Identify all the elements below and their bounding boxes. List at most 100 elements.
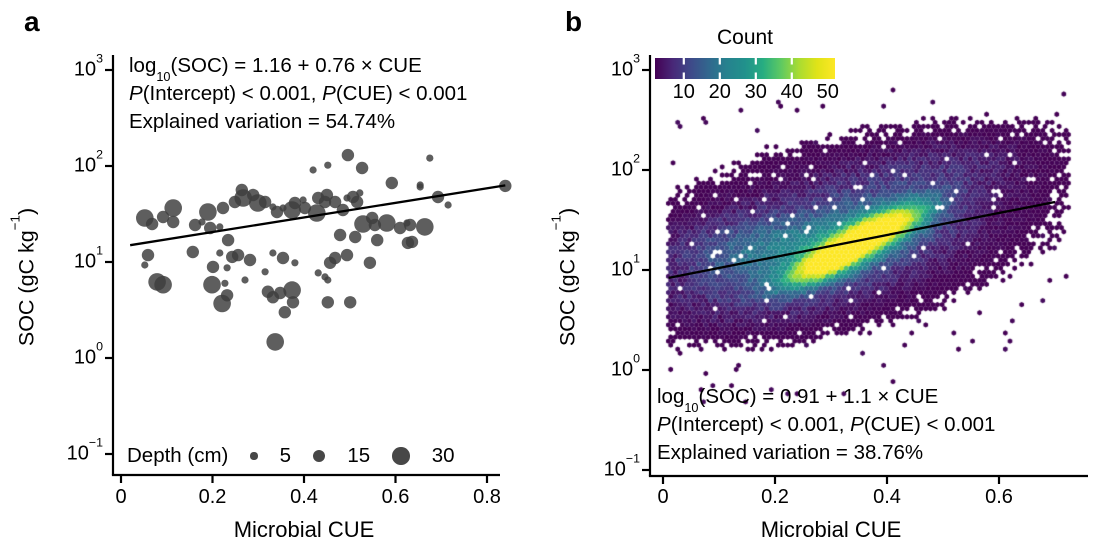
scatter-point [343, 194, 351, 202]
y-tick-label: 102 [580, 152, 640, 182]
scatter-point [318, 195, 332, 209]
scatter-point [167, 215, 180, 229]
scatter-point [248, 194, 267, 212]
scatter-point [444, 201, 452, 209]
scatter-point [286, 296, 300, 309]
text-segment: P [850, 413, 864, 436]
y-tick-label: 101 [580, 252, 640, 282]
scatter-point [216, 223, 224, 231]
scatter-point [186, 245, 199, 259]
scatter-point [314, 269, 322, 277]
scatter-point [333, 228, 347, 242]
panel-b-regression-annotation: log10(SOC) = 0.91 + 1.1 × CUE P(Intercept… [657, 383, 995, 467]
scatter-point [223, 264, 231, 272]
scatter-point [274, 286, 287, 300]
depth-legend-value: 15 [347, 444, 371, 467]
scatter-point [354, 215, 372, 233]
scatter-point [393, 221, 407, 235]
text-segment: P [129, 82, 143, 105]
scatter-point [261, 285, 275, 298]
scatter-point [349, 230, 362, 244]
scatter-point [145, 217, 159, 231]
annotation-line: Explained variation = 54.74% [129, 108, 467, 136]
scatter-point [220, 289, 234, 302]
scatter-point [221, 233, 235, 247]
text-segment: (CUE) < 0.001 [863, 413, 996, 436]
scatter-point [291, 259, 299, 267]
text-segment: SOC (gC kg [14, 230, 39, 347]
scatter-point [366, 211, 379, 225]
scatter-point [321, 273, 329, 281]
scatter-point [356, 189, 364, 197]
text-segment: 10 [610, 358, 634, 381]
scatter-point [363, 256, 377, 269]
text-segment: 1 [96, 243, 103, 258]
text-segment: log [129, 54, 157, 77]
annotation-line: log10(SOC) = 1.16 + 0.76 × CUE [129, 52, 467, 82]
text-segment: 1 [633, 251, 640, 266]
scatter-point [403, 218, 417, 232]
scatter-point [266, 333, 285, 351]
annotation-line: P(Intercept) < 0.001, P(CUE) < 0.001 [129, 80, 467, 108]
scatter-point [269, 203, 277, 211]
scatter-point [416, 218, 434, 236]
scatter-point [378, 214, 396, 232]
scatter-point [355, 161, 369, 175]
scatter-point [416, 183, 424, 191]
text-segment: 10 [73, 58, 97, 81]
y-tick-label: 102 [43, 148, 103, 178]
scatter-point [299, 196, 307, 204]
text-segment: 10 [66, 442, 89, 465]
scatter-point [279, 204, 287, 212]
scatter-point [156, 210, 170, 224]
colorbar-tick-label: 30 [744, 81, 767, 103]
text-segment: 10 [610, 258, 634, 281]
depth-legend-value: 5 [279, 444, 291, 467]
text-segment: ) [14, 207, 39, 216]
x-tick-label: 0.6 [381, 486, 410, 508]
text-segment: (Intercept) < 0.001, [670, 413, 851, 436]
text-segment: (Intercept) < 0.001, [142, 82, 323, 105]
scatter-point [141, 248, 155, 262]
scatter-point [247, 188, 260, 202]
text-segment: 0 [96, 339, 103, 354]
text-segment: 3 [633, 51, 640, 66]
colorbar-tick-label: 10 [672, 81, 695, 103]
y-tick-label: 10−1 [43, 436, 103, 466]
x-tick-label: 0.4 [290, 486, 318, 508]
scatter-point [261, 268, 269, 276]
scatter-point [368, 218, 382, 232]
scatter-point [241, 276, 249, 284]
scatter-point [266, 291, 280, 304]
x-tick-label: 0 [657, 486, 669, 508]
scatter-point [228, 195, 242, 209]
scatter-point [346, 190, 360, 204]
text-segment: 10 [684, 399, 699, 415]
text-segment: (CUE) < 0.001 [335, 82, 468, 105]
scatter-point [321, 296, 334, 309]
text-segment: 10 [73, 346, 97, 369]
panel-a-x-axis-title: Microbial CUE [233, 517, 375, 542]
panel-a-scatter-points [136, 148, 512, 351]
scatter-point [328, 251, 342, 265]
panel-a-regression-annotation: log10(SOC) = 1.16 + 0.76 × CUE P(Intercep… [129, 52, 467, 136]
scatter-point [148, 273, 166, 291]
scatter-point [405, 235, 419, 249]
scatter-point [258, 195, 272, 209]
y-tick-label: 103 [580, 52, 640, 82]
scatter-point [283, 281, 301, 299]
scatter-point [416, 181, 424, 189]
text-segment: P [657, 413, 671, 436]
y-tick-label: 100 [580, 352, 640, 382]
scatter-point [235, 183, 248, 197]
text-segment: 3 [96, 51, 103, 66]
scatter-point [204, 221, 217, 235]
y-tick-label: 101 [43, 244, 103, 274]
scatter-point [336, 203, 350, 217]
depth-legend-dot [250, 452, 258, 460]
scatter-point [324, 161, 332, 169]
colorbar-tick-label: 50 [816, 81, 839, 103]
colorbar-tick-label: 20 [708, 81, 731, 103]
panel-b-label: b [565, 6, 583, 37]
